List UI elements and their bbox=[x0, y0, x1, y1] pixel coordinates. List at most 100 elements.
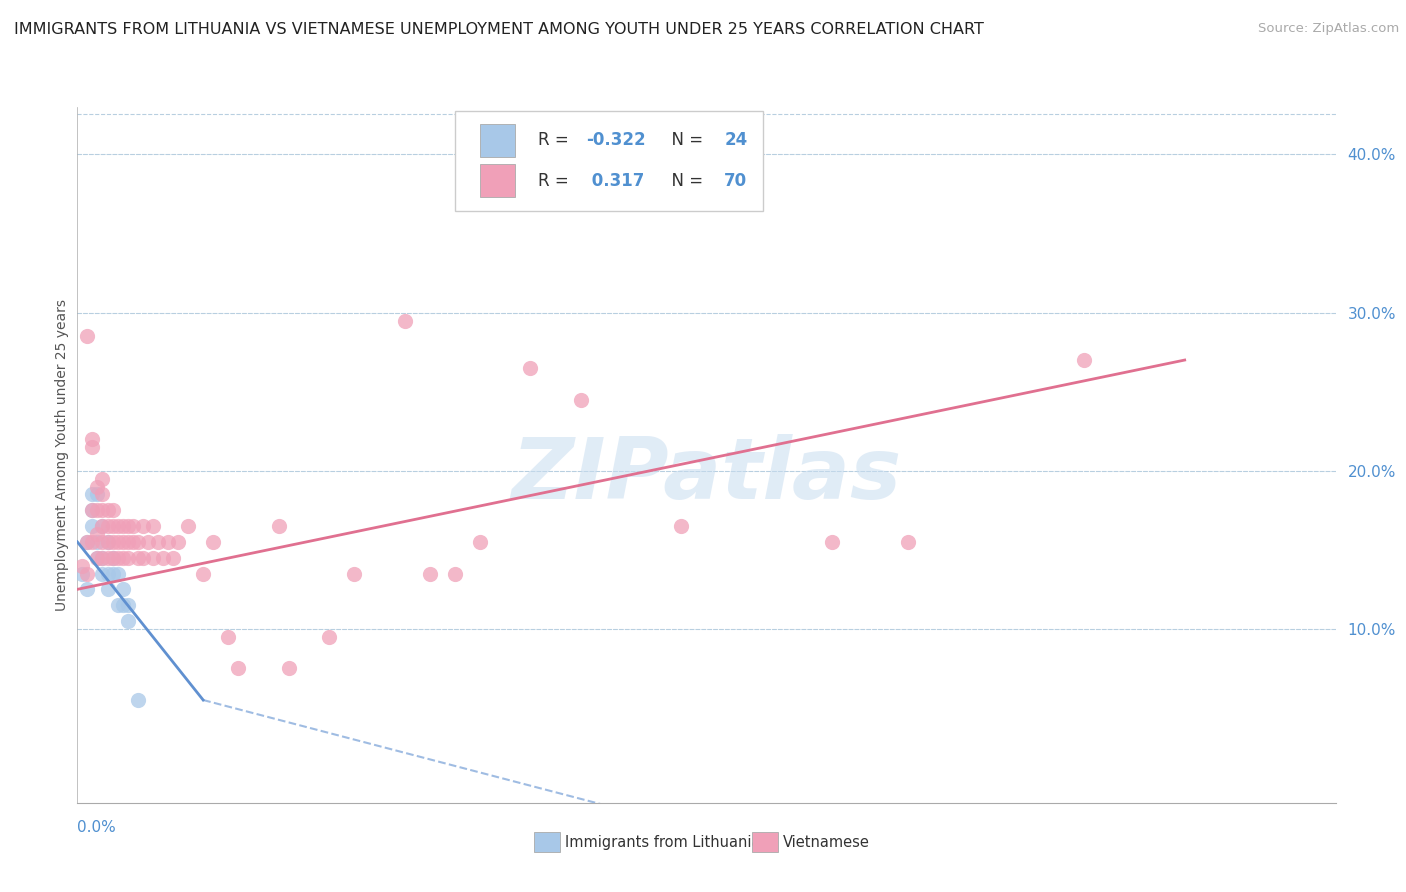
Point bbox=[1073, 353, 1095, 368]
FancyBboxPatch shape bbox=[456, 111, 763, 211]
Point bbox=[96, 519, 118, 533]
Point bbox=[132, 550, 155, 565]
Point bbox=[156, 534, 179, 549]
Point bbox=[101, 503, 124, 517]
Point bbox=[76, 534, 98, 549]
Point bbox=[132, 519, 155, 533]
Point bbox=[111, 519, 134, 533]
Point bbox=[121, 519, 143, 533]
Point bbox=[91, 550, 114, 565]
Point bbox=[671, 519, 693, 533]
Point bbox=[217, 630, 239, 644]
Point bbox=[107, 534, 129, 549]
Point bbox=[96, 582, 118, 597]
Text: Source: ZipAtlas.com: Source: ZipAtlas.com bbox=[1258, 22, 1399, 36]
Point bbox=[86, 487, 108, 501]
Text: 0.317: 0.317 bbox=[586, 172, 644, 190]
Point bbox=[111, 582, 134, 597]
Point bbox=[82, 432, 104, 446]
Point bbox=[91, 550, 114, 565]
Text: N =: N = bbox=[661, 131, 709, 150]
Point bbox=[91, 503, 114, 517]
Point bbox=[86, 550, 108, 565]
Point bbox=[91, 487, 114, 501]
Point bbox=[821, 534, 844, 549]
Point bbox=[101, 550, 124, 565]
Point bbox=[142, 550, 165, 565]
Point bbox=[419, 566, 441, 581]
Text: R =: R = bbox=[538, 172, 574, 190]
Point bbox=[136, 534, 159, 549]
Text: Vietnamese: Vietnamese bbox=[783, 835, 870, 849]
Point bbox=[394, 313, 416, 327]
Point bbox=[167, 534, 190, 549]
Point bbox=[318, 630, 340, 644]
Point bbox=[82, 503, 104, 517]
Text: N =: N = bbox=[661, 172, 709, 190]
Point bbox=[228, 661, 250, 675]
Point bbox=[107, 566, 129, 581]
Point bbox=[127, 550, 149, 565]
Point bbox=[76, 329, 98, 343]
Point bbox=[127, 534, 149, 549]
Point bbox=[146, 534, 169, 549]
Text: IMMIGRANTS FROM LITHUANIA VS VIETNAMESE UNEMPLOYMENT AMONG YOUTH UNDER 25 YEARS : IMMIGRANTS FROM LITHUANIA VS VIETNAMESE … bbox=[14, 22, 984, 37]
Point bbox=[107, 598, 129, 612]
Text: 70: 70 bbox=[724, 172, 747, 190]
Text: R =: R = bbox=[538, 131, 574, 150]
Point bbox=[76, 566, 98, 581]
Point bbox=[444, 566, 467, 581]
Point bbox=[86, 503, 108, 517]
Point bbox=[101, 534, 124, 549]
Text: ZIPatlas: ZIPatlas bbox=[512, 434, 901, 517]
Point bbox=[267, 519, 290, 533]
Point bbox=[107, 519, 129, 533]
Point bbox=[86, 550, 108, 565]
Point bbox=[519, 360, 541, 375]
FancyBboxPatch shape bbox=[479, 164, 515, 197]
Point bbox=[96, 534, 118, 549]
Point bbox=[96, 566, 118, 581]
Text: -0.322: -0.322 bbox=[586, 131, 645, 150]
FancyBboxPatch shape bbox=[479, 124, 515, 157]
Point bbox=[111, 550, 134, 565]
Y-axis label: Unemployment Among Youth under 25 years: Unemployment Among Youth under 25 years bbox=[55, 299, 69, 611]
Point bbox=[82, 519, 104, 533]
Point bbox=[111, 598, 134, 612]
Point bbox=[86, 534, 108, 549]
Point bbox=[191, 566, 215, 581]
Point bbox=[127, 693, 149, 707]
Point bbox=[101, 566, 124, 581]
Point bbox=[202, 534, 225, 549]
Point bbox=[91, 472, 114, 486]
Point bbox=[91, 519, 114, 533]
Point bbox=[121, 534, 143, 549]
Point bbox=[162, 550, 184, 565]
Point bbox=[82, 534, 104, 549]
Point bbox=[86, 527, 108, 541]
Point bbox=[72, 558, 94, 573]
Point bbox=[96, 534, 118, 549]
Point bbox=[91, 566, 114, 581]
Point bbox=[897, 534, 920, 549]
Point bbox=[96, 503, 118, 517]
Point bbox=[82, 503, 104, 517]
Point bbox=[91, 519, 114, 533]
Text: 24: 24 bbox=[724, 131, 748, 150]
Point bbox=[117, 614, 139, 628]
Point bbox=[142, 519, 165, 533]
Point bbox=[117, 598, 139, 612]
Point bbox=[76, 582, 98, 597]
Point bbox=[72, 566, 94, 581]
Point bbox=[468, 534, 491, 549]
Point bbox=[82, 487, 104, 501]
Point bbox=[101, 519, 124, 533]
Point bbox=[117, 550, 139, 565]
Point bbox=[177, 519, 200, 533]
Point bbox=[152, 550, 174, 565]
Point bbox=[91, 534, 114, 549]
Point bbox=[117, 519, 139, 533]
Point bbox=[96, 550, 118, 565]
Point bbox=[86, 479, 108, 493]
Point bbox=[117, 534, 139, 549]
